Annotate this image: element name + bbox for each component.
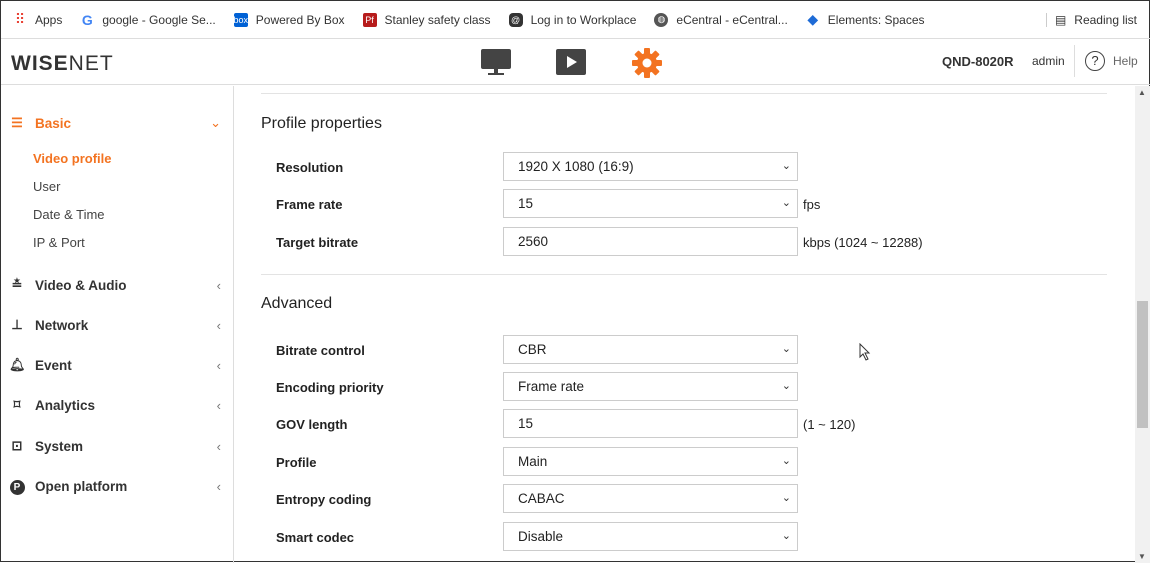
bookmark-stanley[interactable]: Pf Stanley safety class <box>362 12 491 27</box>
profile-label: Profile <box>276 455 317 470</box>
wisenet-logo: WISENET <box>11 52 114 75</box>
settings-gear-icon[interactable] <box>631 47 663 79</box>
bookmark-elements[interactable]: ◆ Elements: Spaces <box>807 11 925 27</box>
scroll-down-icon[interactable]: ▼ <box>1138 552 1146 561</box>
entropy-coding-select[interactable]: CABAC ⌄ <box>503 484 798 513</box>
chevron-left-icon: ‹ <box>216 397 221 413</box>
divider <box>261 93 1107 94</box>
chevron-down-icon: ⌄ <box>781 343 791 355</box>
bookmark-box[interactable]: box Powered By Box <box>233 12 345 27</box>
gov-length-unit: (1 ~ 120) <box>803 417 856 432</box>
bookmark-apps[interactable]: ⠿ Apps <box>14 11 63 27</box>
bell-icon: 🔔︎ <box>9 357 26 372</box>
help-button[interactable]: ? Help <box>1074 45 1138 77</box>
app-header: WISENET QND-8020R admin ? Help <box>1 39 1150 85</box>
globe-icon: ◍ <box>654 12 669 27</box>
chevron-left-icon: ‹ <box>216 277 221 293</box>
target-bitrate-label: Target bitrate <box>276 235 359 250</box>
sidebar-sub-video-profile[interactable]: Video profile <box>33 151 112 166</box>
apps-grid-icon: ⠿ <box>14 11 26 27</box>
playback-icon[interactable] <box>555 47 587 77</box>
reading-list-button[interactable]: ▤ Reading list <box>1045 13 1137 27</box>
help-icon: ? <box>1085 51 1105 71</box>
chevron-down-icon: ⌄ <box>781 380 791 392</box>
chevron-down-icon: ⌄ <box>781 160 791 172</box>
chevron-down-icon: ⌄ <box>781 530 791 542</box>
sidebar-item-video-audio[interactable]: ≛ Video & Audio ‹ <box>9 277 221 293</box>
profile-select[interactable]: Main ⌄ <box>503 447 798 476</box>
sidebar-sub-date-time[interactable]: Date & Time <box>33 207 105 222</box>
sidebar-item-event[interactable]: 🔔︎ Event ‹ <box>9 357 221 373</box>
user-name[interactable]: admin <box>1032 54 1065 68</box>
sidebar-item-network[interactable]: ⊥ Network ‹ <box>9 317 221 333</box>
sidebar-item-basic[interactable]: ☰ Basic ⌄ <box>9 115 221 131</box>
smart-codec-label: Smart codec <box>276 530 355 545</box>
encoding-priority-label: Encoding priority <box>276 380 384 395</box>
workplace-icon: @ <box>508 12 523 27</box>
sidebar-item-open-platform[interactable]: P Open platform ‹ <box>9 478 221 495</box>
chevron-left-icon: ‹ <box>216 357 221 373</box>
chevron-left-icon: ‹ <box>216 479 221 494</box>
sidebar-item-system[interactable]: ⊡ System ‹ <box>9 438 221 454</box>
frame-rate-unit: fps <box>803 197 821 212</box>
bitrate-control-select[interactable]: CBR ⌄ <box>503 335 798 364</box>
resolution-label: Resolution <box>276 160 344 175</box>
target-bitrate-input[interactable]: 2560 <box>503 227 798 256</box>
reading-list-icon: ▤ <box>1054 13 1067 27</box>
scrollbar-thumb[interactable] <box>1137 301 1148 428</box>
chevron-left-icon: ‹ <box>216 438 221 454</box>
box-icon: box <box>233 12 249 27</box>
network-icon: ⊥ <box>11 317 23 332</box>
system-icon: ⊡ <box>11 438 23 453</box>
chevron-down-icon: ⌄ <box>781 455 791 467</box>
camera-model: QND-8020R <box>942 54 1014 69</box>
analytics-icon: ⌑ <box>13 397 21 412</box>
bookmark-ecentral[interactable]: ◍ eCentral - eCentral... <box>654 12 788 27</box>
sidebar-sub-ip-port[interactable]: IP & Port <box>33 235 85 250</box>
bookmark-workplace[interactable]: @ Log in to Workplace <box>508 12 636 27</box>
target-bitrate-unit: kbps (1024 ~ 12288) <box>803 235 923 250</box>
pf-icon: Pf <box>362 12 377 27</box>
live-monitor-icon[interactable] <box>480 47 512 77</box>
chevron-down-icon: ⌄ <box>210 115 221 130</box>
divider <box>261 274 1107 275</box>
sidebar-item-analytics[interactable]: ⌑ Analytics ‹ <box>9 397 221 413</box>
google-icon: G <box>81 11 93 28</box>
frame-rate-select[interactable]: 15 ⌄ <box>503 189 798 218</box>
sliders-icon: ≛ <box>11 277 23 292</box>
chevron-down-icon: ⌄ <box>781 492 791 504</box>
scroll-up-icon[interactable]: ▲ <box>1138 88 1146 97</box>
frame-rate-label: Frame rate <box>276 197 343 212</box>
elements-icon: ◆ <box>807 11 819 27</box>
scrollbar[interactable]: ▲ ▼ <box>1135 86 1150 563</box>
entropy-coding-label: Entropy coding <box>276 492 372 507</box>
chevron-down-icon: ⌄ <box>781 197 791 209</box>
encoding-priority-select[interactable]: Frame rate ⌄ <box>503 372 798 401</box>
mouse-cursor-icon <box>859 343 871 361</box>
sidebar: ☰ Basic ⌄ Video profile User Date & Time I… <box>1 86 234 563</box>
resolution-select[interactable]: 1920 X 1080 (16:9) ⌄ <box>503 152 798 181</box>
gov-length-input[interactable]: 15 <box>503 409 798 438</box>
advanced-heading: Advanced <box>261 295 333 312</box>
smart-codec-select[interactable]: Disable ⌄ <box>503 522 798 551</box>
chevron-left-icon: ‹ <box>216 317 221 333</box>
list-icon: ☰ <box>11 115 23 130</box>
profile-properties-heading: Profile properties <box>261 115 382 132</box>
gov-length-label: GOV length <box>276 417 348 432</box>
bitrate-control-label: Bitrate control <box>276 343 365 358</box>
open-platform-icon: P <box>9 478 25 495</box>
sidebar-sub-user[interactable]: User <box>33 179 61 194</box>
main-content: Profile properties Advanced Resolution 1… <box>235 86 1135 563</box>
